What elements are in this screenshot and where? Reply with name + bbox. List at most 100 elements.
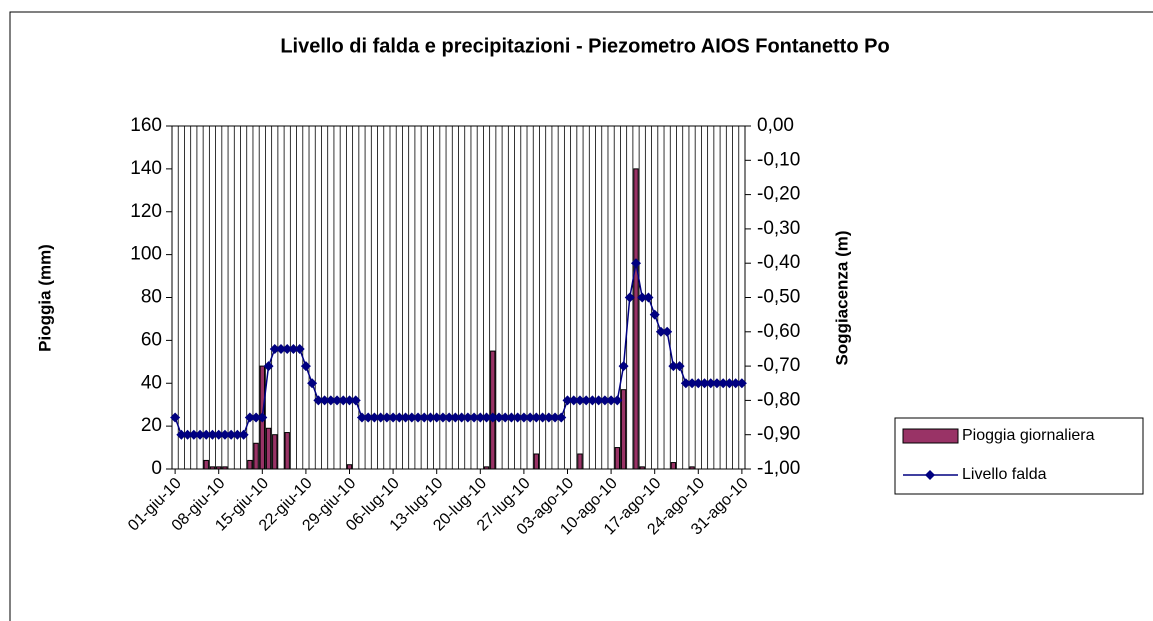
point — [699, 378, 710, 389]
point — [462, 412, 473, 423]
point — [294, 343, 305, 354]
bar — [614, 447, 621, 470]
bar — [620, 389, 627, 470]
point — [313, 395, 324, 406]
y2-tick-label: 0,00 — [757, 115, 794, 136]
point — [736, 378, 747, 389]
point — [269, 343, 280, 354]
bar — [265, 427, 272, 470]
point — [612, 395, 623, 406]
point — [606, 395, 617, 406]
bar — [272, 434, 278, 470]
point — [599, 395, 610, 406]
point — [469, 412, 480, 423]
y-tick-label: 120 — [130, 201, 162, 222]
bar — [670, 462, 677, 470]
y2-tick-label: -0,70 — [757, 355, 800, 376]
point — [226, 429, 237, 440]
bar — [209, 466, 216, 470]
point — [543, 412, 554, 423]
point — [375, 412, 386, 423]
y-tick-label: 140 — [130, 158, 162, 179]
bar — [203, 459, 209, 470]
point — [450, 412, 461, 423]
point — [531, 412, 542, 423]
point — [674, 361, 685, 372]
point — [388, 412, 399, 423]
point — [350, 395, 361, 406]
bar — [216, 466, 222, 470]
y-axis-label: Pioggia (mm) — [35, 244, 54, 352]
point — [195, 429, 206, 440]
point — [500, 412, 511, 423]
point — [724, 378, 735, 389]
y2-tick-label: -0,60 — [757, 321, 800, 342]
point — [593, 395, 604, 406]
point — [475, 412, 486, 423]
point — [275, 343, 286, 354]
point — [537, 412, 548, 423]
point — [481, 412, 492, 423]
point — [718, 378, 729, 389]
point — [680, 378, 691, 389]
y-tick-label: 40 — [141, 372, 162, 393]
point — [406, 412, 417, 423]
y-tick-label: 100 — [130, 244, 162, 265]
point — [525, 412, 536, 423]
y-tick-label: 20 — [141, 415, 162, 436]
y2-tick-label: -0,80 — [757, 389, 800, 410]
chart-title: Livello di falda e precipitazioni - Piez… — [280, 35, 889, 57]
point — [381, 412, 392, 423]
point — [581, 395, 592, 406]
point — [263, 361, 274, 372]
y2-tick-label: -0,90 — [757, 424, 800, 445]
point — [319, 395, 330, 406]
bar — [577, 453, 583, 470]
point — [444, 412, 455, 423]
point — [693, 378, 704, 389]
point — [518, 412, 529, 423]
point — [288, 343, 299, 354]
y2-tick-label: -0,40 — [757, 252, 800, 273]
point — [282, 343, 293, 354]
point — [251, 412, 262, 423]
point — [668, 361, 679, 372]
bar — [533, 453, 540, 470]
point — [631, 258, 642, 269]
point — [705, 378, 716, 389]
bar — [247, 459, 253, 470]
point — [730, 378, 741, 389]
point — [618, 361, 629, 372]
point — [307, 378, 318, 389]
bar — [689, 466, 695, 470]
point — [369, 412, 380, 423]
legend-swatch — [902, 428, 959, 444]
point — [238, 429, 249, 440]
point — [431, 412, 442, 423]
point — [182, 429, 193, 440]
point — [493, 412, 504, 423]
point — [456, 412, 467, 423]
legend-label: Pioggia giornaliera — [962, 427, 1095, 444]
y-tick-label: 160 — [130, 115, 162, 136]
point — [711, 378, 722, 389]
point — [394, 412, 405, 423]
point — [257, 412, 268, 423]
point — [232, 429, 243, 440]
legend-marker — [925, 470, 935, 480]
point — [419, 412, 430, 423]
y2-tick-label: -0,10 — [757, 149, 800, 170]
point — [363, 412, 374, 423]
bar — [633, 168, 639, 470]
point — [213, 429, 224, 440]
point — [649, 309, 660, 320]
point — [188, 429, 199, 440]
bar — [253, 442, 259, 470]
bar — [284, 432, 290, 470]
point — [437, 412, 448, 423]
point — [655, 326, 666, 337]
legend-label: Livello falda — [962, 466, 1047, 483]
point — [562, 395, 573, 406]
point — [201, 429, 212, 440]
